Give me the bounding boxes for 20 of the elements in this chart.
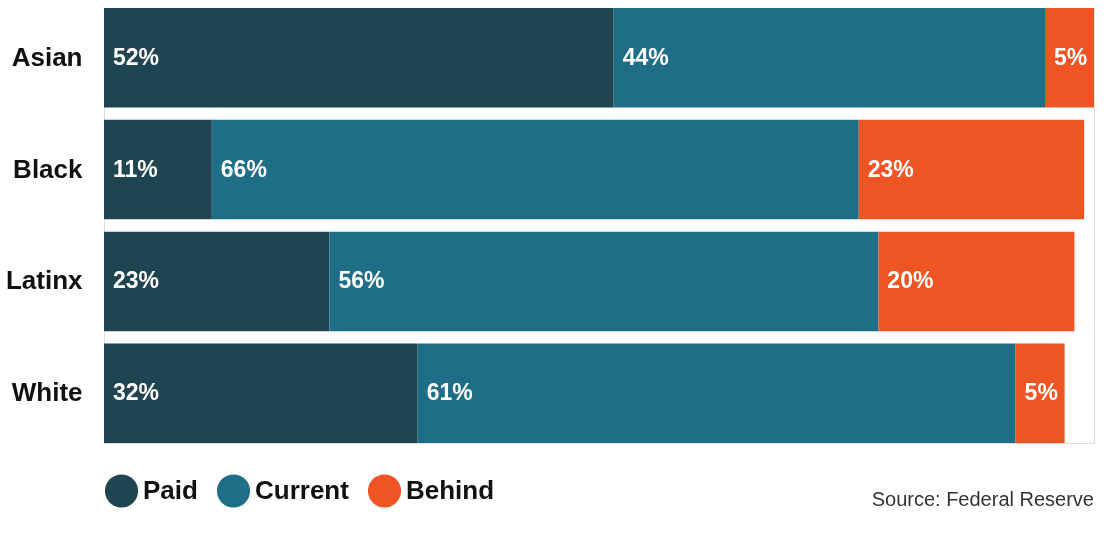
data-label: 44% [622, 43, 669, 70]
y-tick-label: Black [13, 153, 84, 184]
data-label: 56% [338, 267, 385, 294]
data-label: 23% [867, 155, 914, 182]
data-label: 66% [220, 155, 267, 182]
legend-label: Paid [143, 474, 198, 505]
data-label: 52% [113, 43, 160, 70]
y-tick-label: Latinx [5, 265, 84, 296]
data-label: 11% [113, 155, 158, 182]
data-label: 23% [113, 267, 160, 294]
data-label: 61% [426, 379, 473, 406]
source-note: Source: Federal Reserve [871, 488, 1094, 510]
y-tick-label: Asian [11, 41, 83, 72]
legend-label: Current [255, 474, 350, 505]
y-tick-label: White [11, 377, 83, 408]
data-label: 32% [113, 379, 160, 406]
data-label: 5% [1053, 43, 1088, 70]
data-label: 20% [887, 267, 934, 294]
data-label: 5% [1024, 379, 1058, 406]
legend-label: Behind [406, 474, 495, 505]
